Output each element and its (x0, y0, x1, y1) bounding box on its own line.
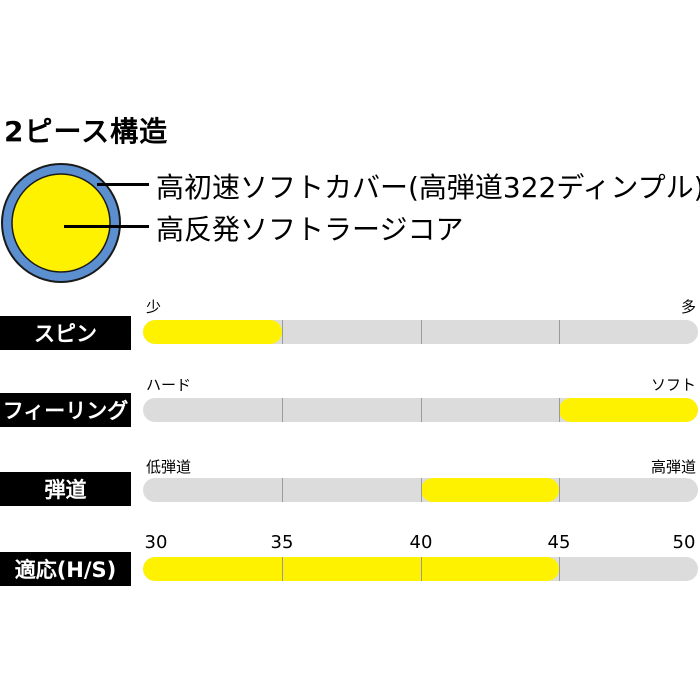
trajectory-bar-fill (420, 478, 560, 502)
feeling-bar (143, 398, 698, 422)
row-label-feeling: フィーリング (0, 393, 131, 427)
ball-core (11, 173, 111, 273)
feeling-bar-divider (559, 398, 561, 422)
spin-bar-fill (143, 320, 282, 344)
page-title: 2ピース構造 (4, 115, 169, 148)
ball-cross-section (1, 163, 121, 283)
cover-label: 高初速ソフトカバー(高弾道322ディンプル) (156, 171, 700, 204)
row-label-spin: スピン (0, 316, 131, 350)
trajectory-bar (143, 478, 698, 502)
feeling-bar-fill (559, 398, 698, 422)
hs-tick-45: 45 (547, 532, 571, 553)
core-leader-line (64, 225, 149, 228)
feeling-bar-divider (420, 398, 422, 422)
spin-low-text: 少 (146, 298, 162, 316)
spin-bar-divider (420, 320, 422, 344)
head-speed-bar-divider (281, 557, 283, 581)
feeling-bar-divider (281, 398, 283, 422)
hs-tick-35: 35 (270, 532, 294, 553)
head-speed-bar-divider (559, 557, 561, 581)
core-label: 高反発ソフトラージコア (156, 213, 464, 246)
trajectory-high-text: 高弾道 (650, 458, 696, 476)
trajectory-bar-divider (281, 478, 283, 502)
head-speed-bar (143, 557, 698, 581)
trajectory-bar-divider (559, 478, 561, 502)
spin-bar-divider (559, 320, 561, 344)
row-label-trajectory: 弾道 (0, 472, 131, 506)
feeling-soft-text: ソフト (650, 376, 696, 394)
cover-leader-line (97, 183, 149, 186)
trajectory-low-text: 低弾道 (146, 458, 192, 476)
spin-high-text: 多 (680, 298, 696, 316)
row-label-head-speed: 適応(H/S) (0, 552, 131, 586)
head-speed-bar-fill (143, 557, 560, 581)
hs-tick-50: 50 (672, 532, 696, 553)
spin-bar (143, 320, 698, 344)
trajectory-bar-divider (420, 478, 422, 502)
hs-tick-40: 40 (409, 532, 433, 553)
feeling-hard-text: ハード (146, 376, 192, 394)
hs-tick-30: 30 (144, 532, 168, 553)
head-speed-bar-divider (420, 557, 422, 581)
spin-bar-divider (281, 320, 283, 344)
